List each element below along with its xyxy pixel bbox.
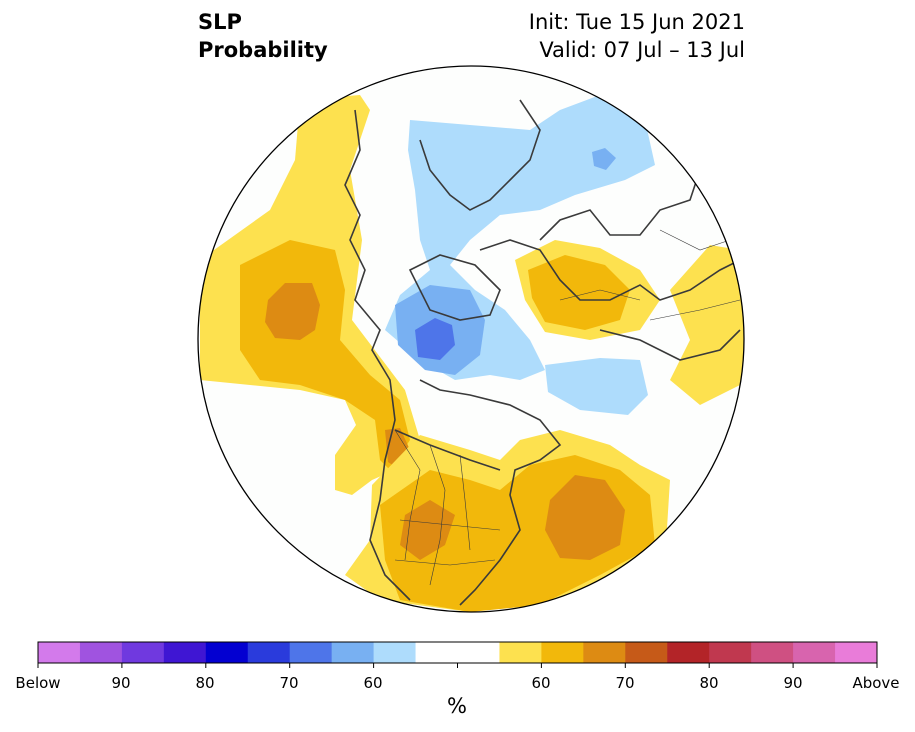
colorbar-swatch [331,642,375,663]
map-disk [198,66,744,612]
colorbar-swatch [79,642,123,663]
map-title: SLP Probability [198,8,328,64]
asia-above-60 [670,245,744,405]
colorbar-swatch [583,642,626,663]
map-subtitle: Init: Tue 15 Jun 2021 Valid: 07 Jul – 13… [529,8,745,64]
colorbar-swatch [289,642,333,663]
political-borders [394,229,741,586]
siberia-below-65 [592,148,616,170]
russia-below-60 [545,358,648,415]
map-boundary [197,65,745,613]
colorbar-swatch [457,642,500,663]
colorbar-swatch [373,642,417,663]
pacific-above-70 [265,283,320,340]
colorbar-swatch [247,642,291,663]
colorbar [37,641,878,668]
colorbar-swatch [38,642,81,663]
colorbar-swatch [415,642,458,663]
init-date: Init: Tue 15 Jun 2021 [528,10,745,34]
colorbar-swatch [751,642,794,663]
us-above-70 [400,500,455,560]
colorbar-swatch [835,642,878,663]
valid-range: Valid: 07 Jul – 13 Jul [539,38,745,62]
canada-below-70 [415,318,455,360]
colorbar-swatch [541,642,584,663]
europe-above-65 [528,255,630,330]
colorbar-swatch [667,642,710,663]
colorbar-swatch [163,642,207,663]
colorbar-swatch [121,642,165,663]
atlantic-above-70 [545,475,625,560]
colorbar-swatch [499,642,542,663]
title-variable: SLP [198,10,242,34]
colorbar-swatch [793,642,836,663]
colorbar-swatch [625,642,668,663]
coastlines [344,99,741,606]
colorbar-swatch [709,642,752,663]
colorbar-swatch [205,642,249,663]
title-metric: Probability [198,38,328,62]
